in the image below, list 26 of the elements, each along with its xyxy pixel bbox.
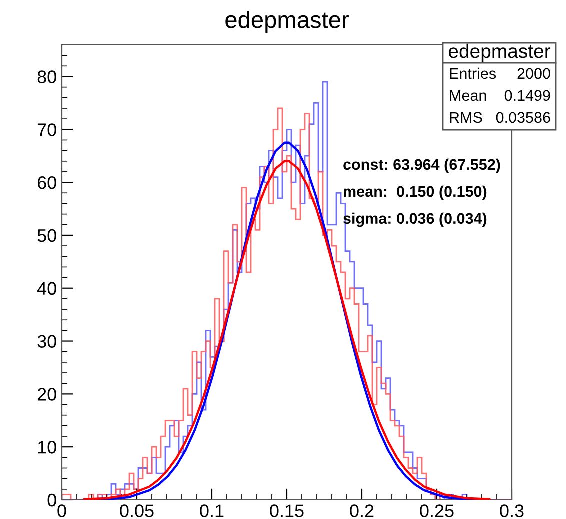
annotation: Entries (450, 68, 496, 80)
y-tick-label: 80 (38, 70, 56, 84)
annotation: RMS (450, 112, 482, 124)
x-tick-label: 0.05 (120, 504, 154, 518)
y-tick-label: 70 (38, 124, 56, 136)
x-tick-label: 0.3 (500, 504, 524, 518)
x-tick-label: 0.2 (350, 504, 374, 518)
x-tick-label: 0.15 (270, 504, 304, 518)
annotation: edepmaster (448, 44, 551, 62)
x-tick-label: 0.25 (420, 504, 454, 518)
chart-title: edepmaster (226, 10, 349, 34)
annotation: 0.03586 (496, 112, 550, 124)
annotation: Mean (450, 90, 486, 102)
x-tick-label: 0.1 (200, 504, 224, 518)
y-tick-label: 0 (48, 494, 56, 507)
y-tick-label: 10 (38, 441, 56, 454)
y-tick-label: 50 (38, 229, 56, 242)
text: 2000 (518, 68, 550, 80)
annotation: mean: 0.150 (0.150) (344, 186, 487, 200)
y-tick-label: 20 (38, 388, 56, 401)
annotation: const: 63.964 (67.552) (344, 158, 500, 174)
y-tick-label: 30 (38, 335, 56, 348)
y-tick-label: 40 (37, 282, 56, 296)
y-tick-label: 60 (38, 176, 56, 190)
x-tick-label: 0 (58, 504, 66, 518)
annotation: 0.1499 (504, 90, 550, 102)
